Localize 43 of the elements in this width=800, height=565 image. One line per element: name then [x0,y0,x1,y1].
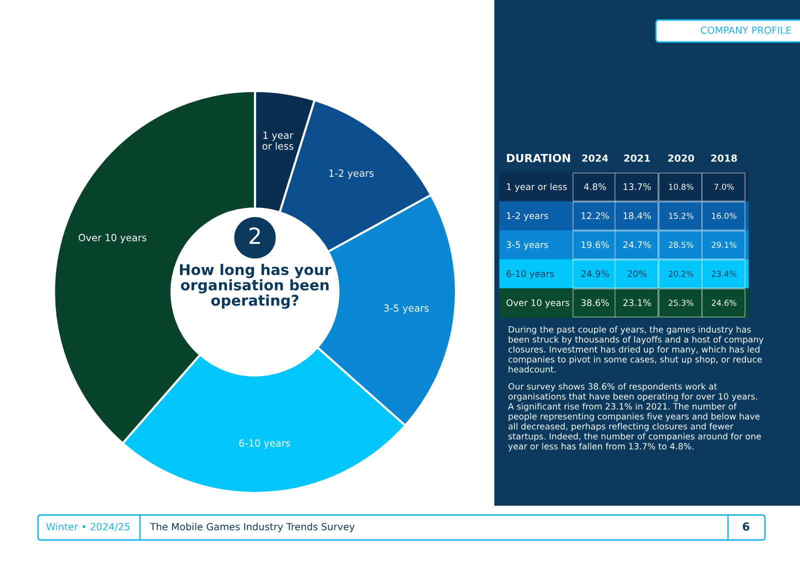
text: During the past couple of years, the games industry has been struck by thousands of layoffs and a host of company closures. Investment has dried up for many, which has led companies to pivot in some cases, shut up shop, or reduce headcount. [508,326,764,373]
category-label: 1 year or less [506,183,567,192]
category-label: 3-5 years [506,241,548,250]
series-label: 2020 [668,154,694,162]
text: Our survey shows 38.6% of respondents work at organisations that have been operating for over 10 years. A significant rise from 23.1% in 2021. The number of people representing companies five years and below have all decreased, perhaps reflecting closures and fewer startups. Indeed, the number of companies around for one year or less has fallen from 13.7% to 4.8%. [508,383,761,452]
data-label: 25.3% [668,300,694,306]
data-label: 24.9% [581,270,609,278]
text: 6 [742,522,750,531]
series-label: 2018 [711,154,737,162]
data-label: 23.1% [623,299,651,306]
data-label: 18.4% [624,212,651,220]
data-label: 16.0% [712,212,736,219]
slice-label: 1-2 years [329,169,374,179]
data-label: 19.6% [582,241,609,248]
data-label: 28.5% [668,242,694,248]
series-label: 2024 [582,154,608,162]
data-label: 4.8% [584,183,606,190]
slice-label: 3-5 years [384,304,429,314]
category-label: 1-2 years [506,212,548,221]
data-label: 38.6% [581,299,609,306]
data-label: 20% [628,270,647,278]
data-label: 7.0% [714,184,734,190]
slice-label: Over 10 years [78,234,146,244]
text: How long has your organisation been operating? [180,264,332,309]
data-label: 15.2% [669,212,694,219]
data-label: 24.6% [712,300,736,306]
category-label: 6-10 years [506,270,554,279]
data-label: 10.8% [669,184,694,190]
text: Winter • 2024/25 [46,522,130,532]
series-label: 2021 [624,154,650,162]
data-label: 12.2% [582,212,609,220]
data-label: 24.7% [623,241,651,248]
text: COMPANY PROFILE [700,26,792,34]
text: The Mobile Games Industry Trends Survey [150,522,355,532]
category-label: Over 10 years [506,299,570,308]
data-label: 13.7% [624,183,651,190]
data-label: 23.4% [712,270,736,277]
slice-label: 1 year or less [262,132,294,150]
data-label: 20.2% [668,270,694,277]
text: DURATION [507,154,570,162]
data-label: 29.1% [712,242,736,248]
slice-label: 6-10 years [239,439,290,449]
text: 2 [250,227,260,244]
